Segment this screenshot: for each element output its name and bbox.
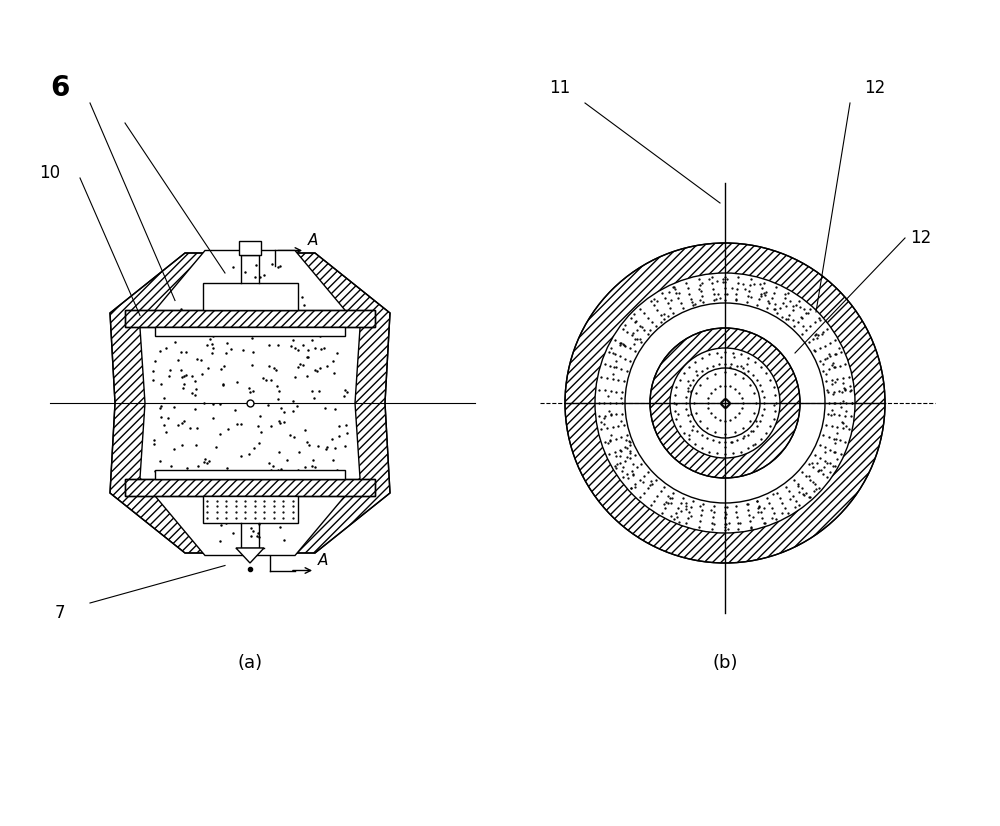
Polygon shape: [155, 470, 345, 479]
Circle shape: [565, 243, 885, 563]
Polygon shape: [202, 283, 298, 311]
Polygon shape: [239, 240, 261, 255]
Circle shape: [595, 273, 855, 533]
Text: 10: 10: [39, 164, 61, 182]
Text: 12: 12: [864, 79, 886, 97]
Circle shape: [670, 348, 780, 458]
Polygon shape: [125, 311, 375, 327]
Circle shape: [625, 303, 825, 503]
Text: 12: 12: [910, 229, 931, 247]
Text: 7: 7: [55, 604, 65, 622]
Text: A: A: [318, 553, 328, 568]
Text: (b): (b): [712, 654, 738, 672]
Circle shape: [650, 328, 800, 478]
Text: 11: 11: [549, 79, 571, 97]
Polygon shape: [155, 327, 345, 336]
Polygon shape: [202, 496, 298, 523]
Text: 6: 6: [50, 74, 70, 102]
Polygon shape: [125, 479, 375, 496]
Polygon shape: [110, 253, 390, 553]
Polygon shape: [140, 250, 360, 556]
Text: (a): (a): [237, 654, 263, 672]
Polygon shape: [236, 548, 264, 563]
Text: A: A: [308, 233, 318, 248]
Circle shape: [690, 368, 760, 438]
